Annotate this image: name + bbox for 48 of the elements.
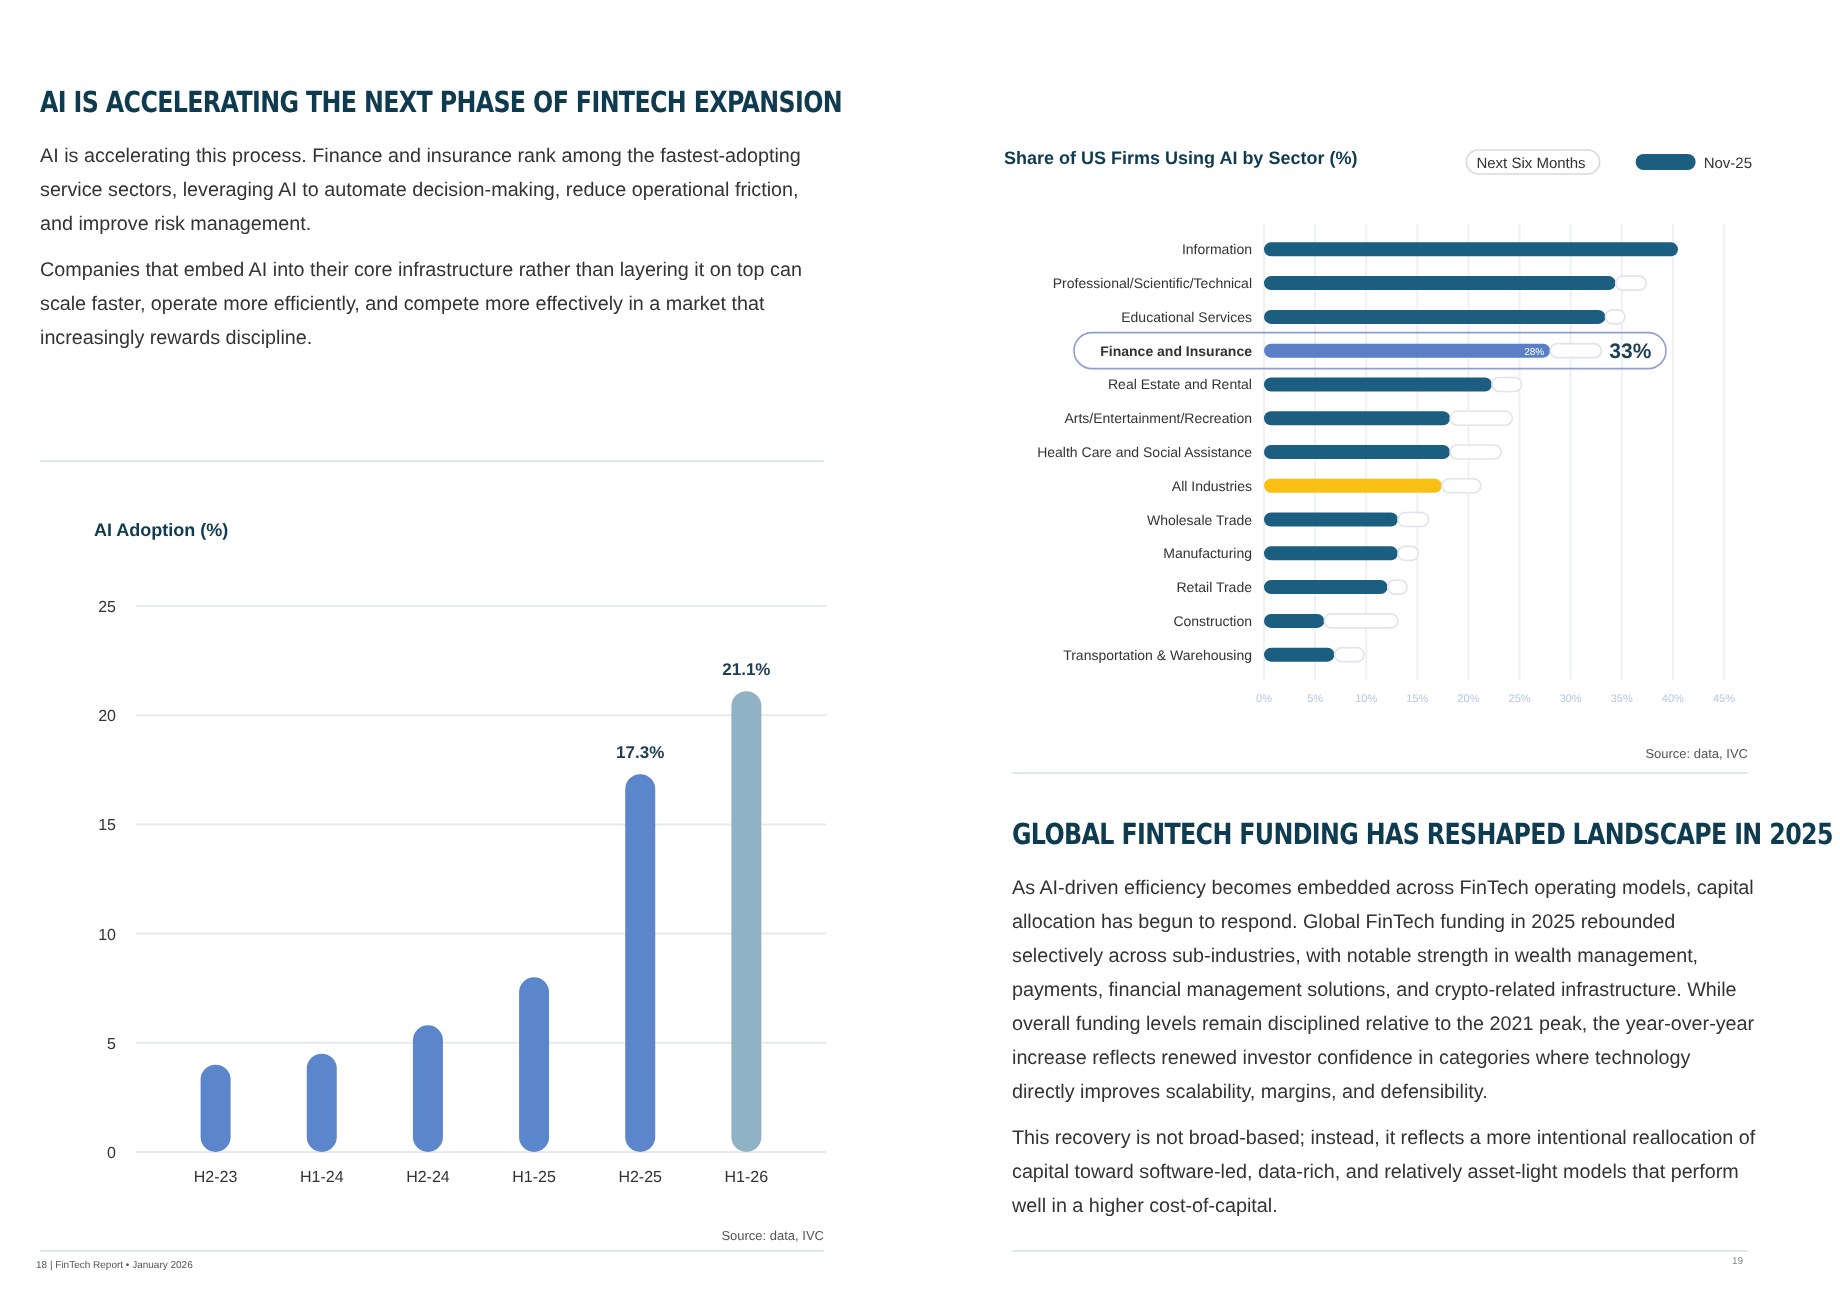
bar xyxy=(1441,477,1482,494)
x-tick-label: H1-24 xyxy=(299,1168,345,1186)
bar xyxy=(1264,242,1678,257)
data-label: 21.1% xyxy=(722,659,772,680)
bar xyxy=(1614,275,1648,291)
bar xyxy=(1264,343,1551,358)
bar xyxy=(1449,444,1502,460)
text: This recovery is not broad-based; instead, it reflects a more intentional reallocation of capital toward software-led, data-rich, and relatively asset-light models that perform well in a higher cost-of-capital. xyxy=(1012,1126,1756,1222)
y-tick-label: 15 xyxy=(98,816,118,835)
x-tick-label: H2-24 xyxy=(406,1168,451,1186)
data-label: 17.3% xyxy=(616,742,666,763)
bar xyxy=(1449,410,1514,427)
bar xyxy=(1264,647,1335,662)
x-tick-label: H2-23 xyxy=(193,1168,239,1186)
bar xyxy=(412,1025,443,1152)
bar xyxy=(306,1053,337,1152)
bar xyxy=(1264,512,1398,527)
text: As AI-driven efficiency becomes embedded across FinTech operating models, capital allocation has begun to respond. Global FinTech funding in 2025 rebounded selectively across sub-industries, with notable strength in wealth management, payments, financial management solutions, and crypto-related infrastructure. While overall funding levels remain disciplined relative to the 2021 peak, the year-over-year increase reflects renewed investor confidence in categories where technology directly improves scalability, margins, and defensibility. xyxy=(1012,876,1756,1108)
bar xyxy=(1264,445,1451,459)
text: GLOBAL FINTECH FUNDING HAS RESHAPED LANDSCAPE IN 2025 xyxy=(1012,820,1833,852)
bar xyxy=(1264,377,1492,392)
bar xyxy=(200,1064,231,1152)
bar xyxy=(1264,478,1442,493)
total-label: 33% xyxy=(1609,339,1653,364)
y-tick-label: 25 xyxy=(98,598,118,616)
bar xyxy=(731,691,762,1152)
x-tick-label: H1-26 xyxy=(724,1168,770,1186)
chart-title: Share of US Firms Using AI by Sector (%) xyxy=(1004,148,1358,168)
x-tick-label: H2-25 xyxy=(618,1168,664,1186)
y-tick-label: 0 xyxy=(107,1144,118,1162)
x-tick-label: H1-25 xyxy=(512,1168,557,1186)
text: AI IS ACCELERATING THE NEXT PHASE OF FINTECH EXPANSION xyxy=(40,88,843,120)
bar xyxy=(519,977,550,1152)
bar xyxy=(1264,276,1616,291)
bar xyxy=(1264,546,1398,561)
bar xyxy=(1264,411,1451,426)
y-tick-label: 20 xyxy=(98,707,118,726)
bar xyxy=(1264,309,1606,324)
bar xyxy=(1549,342,1603,359)
chart-title: AI Adoption (%) xyxy=(94,520,229,540)
text: AI is accelerating this process. Finance and insurance rank among the fastest-adopting service sectors, leveraging AI to automate decision-making, reduce operational friction, and improve risk management. xyxy=(40,144,803,240)
bar xyxy=(1264,580,1388,595)
bar xyxy=(1323,613,1399,629)
text: Companies that embed AI into their core infrastructure rather than layering it on top can scale faster, operate more efficiently, and compete more effectively in a market that increasingly rewards discipline. xyxy=(40,258,804,354)
bar xyxy=(625,774,656,1152)
bar xyxy=(1264,613,1325,628)
y-tick-label: 5 xyxy=(107,1034,118,1053)
y-tick-label: 10 xyxy=(98,925,118,944)
